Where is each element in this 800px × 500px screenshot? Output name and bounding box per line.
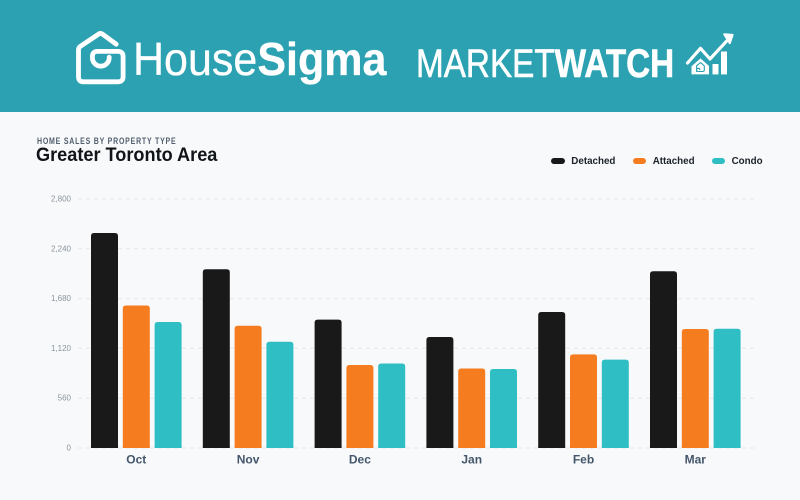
svg-text:Nov: Nov	[237, 453, 260, 467]
svg-text:Jan: Jan	[461, 453, 482, 467]
svg-text:0: 0	[67, 444, 72, 453]
svg-text:2,800: 2,800	[51, 195, 72, 204]
svg-text:Oct: Oct	[126, 453, 146, 467]
svg-text:1,680: 1,680	[51, 294, 72, 303]
svg-text:Feb: Feb	[573, 453, 594, 467]
svg-text:1,120: 1,120	[51, 344, 72, 353]
svg-text:560: 560	[58, 394, 72, 403]
svg-text:Dec: Dec	[349, 453, 371, 467]
svg-text:2,240: 2,240	[51, 244, 72, 253]
svg-text:Mar: Mar	[685, 453, 707, 467]
